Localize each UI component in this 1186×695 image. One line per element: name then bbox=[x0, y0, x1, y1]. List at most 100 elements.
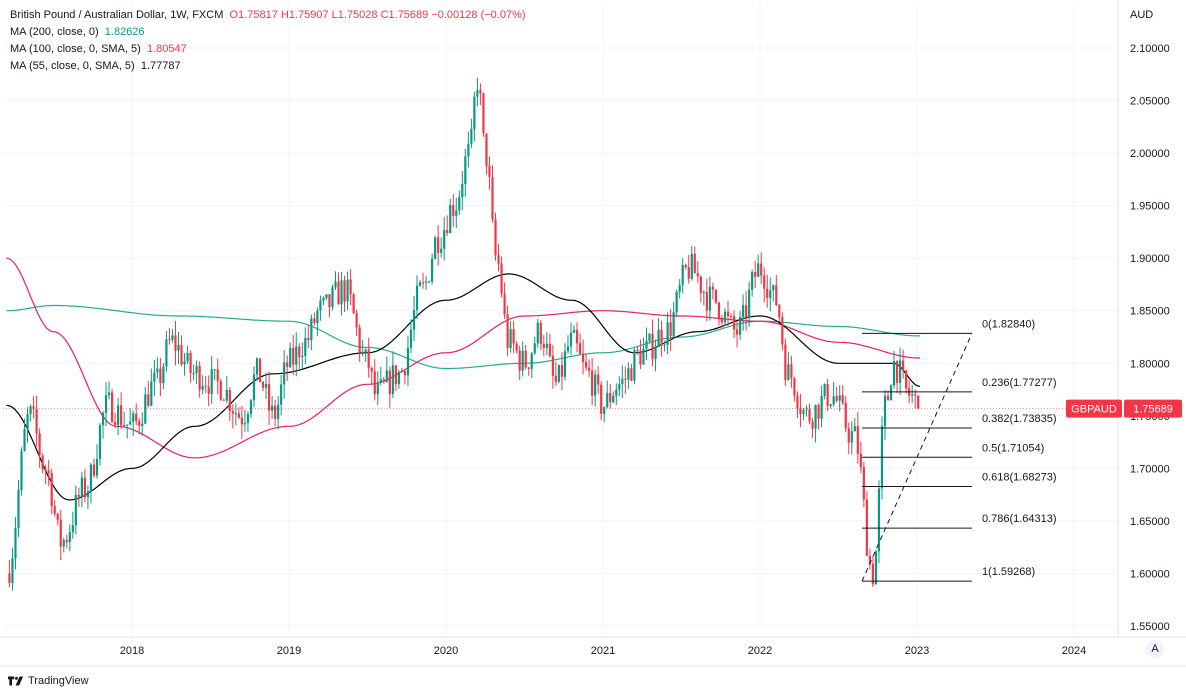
fib-level-label: 0.236(1.77277) bbox=[982, 377, 1057, 389]
candle-body bbox=[77, 494, 80, 497]
candle-body bbox=[204, 385, 207, 387]
candle-body bbox=[914, 394, 917, 396]
candle-body bbox=[388, 370, 391, 394]
candle-body bbox=[177, 344, 180, 351]
candle-body bbox=[440, 248, 443, 253]
candle-body bbox=[844, 402, 847, 429]
legend-ma200-row[interactable]: MA (200, close, 0) 1.82626 bbox=[10, 24, 526, 41]
candle-body bbox=[101, 412, 105, 426]
candle-body bbox=[651, 333, 654, 359]
candle-body bbox=[219, 381, 222, 400]
candle-body bbox=[156, 368, 159, 373]
candle-body bbox=[310, 318, 313, 341]
candle-body bbox=[237, 413, 240, 418]
candle-body bbox=[225, 389, 228, 401]
candle-body bbox=[518, 350, 521, 371]
candle-body bbox=[539, 322, 542, 344]
candle-body bbox=[264, 383, 268, 388]
candle-body bbox=[361, 351, 364, 353]
candle-body bbox=[129, 421, 132, 425]
candle-body bbox=[449, 205, 452, 234]
candle-body bbox=[521, 350, 524, 371]
candle-body bbox=[533, 343, 536, 354]
candle-body bbox=[373, 371, 376, 395]
candle-body bbox=[591, 370, 594, 396]
candle-body bbox=[841, 395, 844, 403]
auto-scale-button[interactable]: A bbox=[1146, 640, 1164, 658]
candle-body bbox=[397, 371, 400, 385]
price-tag-value-bg bbox=[1124, 399, 1182, 418]
candle-body bbox=[17, 490, 20, 528]
candle-body bbox=[352, 294, 355, 314]
candle-body bbox=[41, 455, 44, 470]
candle-body bbox=[32, 406, 35, 410]
candle-body bbox=[748, 289, 751, 318]
candle-body bbox=[642, 348, 645, 365]
candle-body bbox=[853, 426, 856, 432]
legend-ma55-row[interactable]: MA (55, close, 0, SMA, 5) 1.77787 bbox=[10, 58, 526, 75]
tradingview-brand[interactable]: TradingView bbox=[8, 675, 89, 687]
candle-body bbox=[802, 410, 805, 415]
price-tag-value: 1.75689 bbox=[1133, 404, 1173, 416]
candle-body bbox=[29, 406, 32, 415]
candle-body bbox=[298, 346, 301, 358]
candle-body bbox=[400, 371, 404, 373]
fibonacci-retracement[interactable]: 0(1.82840) 0.236(1.77277) 0.382(1.73835) 0.… bbox=[861, 318, 1057, 582]
candle-body bbox=[68, 532, 71, 543]
legend-ma200-value: 1.82626 bbox=[104, 26, 145, 38]
candle-body bbox=[826, 384, 829, 407]
candle-body bbox=[231, 410, 234, 414]
candle-body bbox=[198, 365, 201, 390]
candle-body bbox=[255, 358, 259, 375]
candle-body bbox=[717, 302, 721, 319]
fib-level-label: 0.618(1.68273) bbox=[982, 472, 1057, 484]
candle-body bbox=[548, 343, 551, 356]
candle-body bbox=[741, 305, 745, 318]
candle-body bbox=[594, 374, 597, 396]
candle-body bbox=[431, 258, 434, 282]
candle-body bbox=[645, 340, 648, 349]
candle-body bbox=[751, 272, 754, 290]
candle-body bbox=[267, 383, 271, 411]
candle-body bbox=[606, 392, 609, 408]
candle-body bbox=[201, 385, 204, 390]
candle-body bbox=[811, 421, 814, 429]
candle-body bbox=[612, 395, 615, 403]
candle-body bbox=[823, 384, 826, 396]
candle-body bbox=[856, 426, 859, 454]
candle-body bbox=[437, 237, 440, 253]
candle-body bbox=[542, 343, 545, 348]
candle-body bbox=[258, 358, 262, 383]
candle-body bbox=[274, 405, 277, 419]
candle-body bbox=[162, 366, 165, 384]
candle-body bbox=[732, 316, 736, 330]
legend-ma100-row[interactable]: MA (100, close, 0, SMA, 5) 1.80547 bbox=[10, 41, 526, 58]
candle-body bbox=[790, 364, 793, 379]
y-tick-label: 1.70000 bbox=[1130, 463, 1170, 475]
candle-body bbox=[470, 129, 473, 144]
candle-body bbox=[126, 424, 129, 426]
candle-body bbox=[216, 369, 219, 382]
candle-body bbox=[678, 285, 681, 292]
legend-ma55-value: 1.77787 bbox=[140, 60, 181, 72]
candle-body bbox=[86, 491, 90, 498]
candle-body bbox=[59, 519, 62, 547]
candle-body bbox=[62, 540, 65, 547]
y-tick-label: 1.95000 bbox=[1130, 201, 1170, 213]
legend-symbol: British Pound / Australian Dollar, 1W, F… bbox=[10, 9, 224, 21]
candle-body bbox=[757, 263, 760, 277]
candle-body bbox=[286, 362, 289, 367]
candle-body bbox=[50, 473, 53, 507]
candle-body bbox=[639, 350, 642, 365]
candle-body bbox=[418, 282, 422, 286]
chart-legend: British Pound / Australian Dollar, 1W, F… bbox=[10, 7, 526, 75]
candle-body bbox=[20, 450, 23, 491]
candle-body bbox=[693, 253, 696, 274]
candle-body bbox=[295, 346, 298, 365]
candle-body bbox=[110, 392, 114, 422]
candle-body bbox=[874, 551, 878, 585]
candle-body bbox=[575, 329, 579, 344]
candle-body bbox=[280, 384, 283, 405]
candle-body bbox=[14, 527, 17, 559]
